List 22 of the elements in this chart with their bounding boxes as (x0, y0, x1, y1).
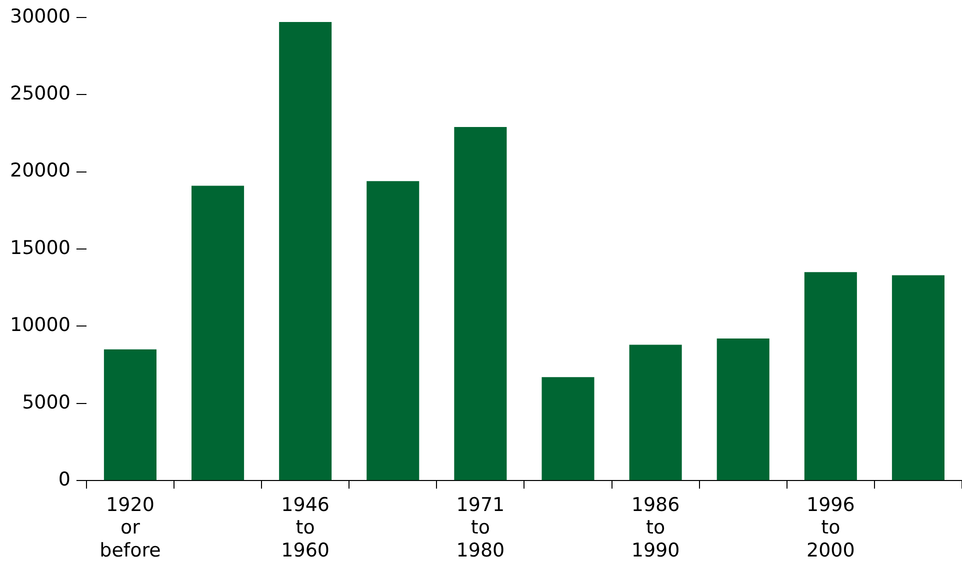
x-tick-label: 1971 to 1980 (456, 494, 505, 562)
bar (542, 377, 594, 480)
x-tick-label: 1920 or before (100, 494, 161, 562)
x-tick-label: 1996 to 2000 (806, 494, 855, 562)
bar (279, 22, 332, 480)
bar (104, 349, 156, 480)
x-tick-label: 1946 to 1960 (281, 494, 330, 562)
bar (192, 186, 244, 480)
bar (454, 127, 507, 480)
bar (892, 275, 944, 480)
bar (804, 272, 857, 480)
y-tick-label: 10000 (10, 314, 70, 336)
y-tick-label: 20000 (10, 160, 70, 182)
y-tick-label: 0 (58, 468, 70, 491)
y-tick-label: 5000 (22, 391, 70, 414)
y-tick-label: 15000 (10, 236, 70, 259)
x-tick-label: 1986 to 1990 (631, 494, 680, 562)
bar (716, 338, 770, 480)
bar (366, 181, 420, 480)
bar (629, 344, 682, 480)
y-tick-label: 30000 (10, 5, 70, 28)
y-tick-label: 25000 (10, 82, 70, 105)
